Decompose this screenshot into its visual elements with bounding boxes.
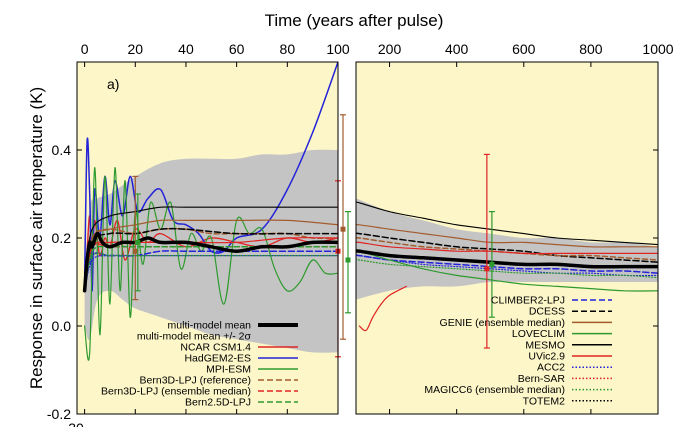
legend-label: UVic2.9	[528, 351, 565, 363]
legend-label: GENIE (ensemble median)	[440, 317, 565, 329]
x-tick-label-left: 20	[127, 41, 143, 57]
legend-label: MAGICC6 (ensemble median)	[424, 384, 565, 396]
legend-label: TOTEM2	[523, 395, 566, 407]
series-climber2-lpj-left	[83, 250, 338, 292]
series-magicc6-ensemble-median-right	[356, 259, 658, 279]
series-uvic2-9-right	[356, 241, 658, 255]
error-bar-2	[134, 193, 141, 292]
legend-entry-multi-model-mean: multi-model mean	[168, 320, 298, 332]
legend-entry-magicc6-ensemble-median: MAGICC6 (ensemble median)	[424, 384, 612, 396]
x-tick-label-right: 600	[512, 41, 536, 57]
legend-entry-totem2: TOTEM2	[523, 395, 612, 407]
series-genie-ensemble-median-right	[356, 223, 658, 248]
legend-label: multi-model mean +/- 2σ	[137, 331, 252, 343]
series-uvic2-9-early-segment-right	[358, 285, 407, 332]
x-tick-label-right: 200	[378, 41, 402, 57]
y-tick-label: 0.4	[52, 142, 72, 158]
y-tick-label: -0.2	[47, 406, 71, 422]
y-tick-label: 0.0	[52, 318, 72, 334]
x-tick-label-right: 800	[579, 41, 603, 57]
legend-label: Bern2.5D-LPJ	[185, 397, 251, 409]
right-panel-plot-area	[356, 198, 658, 332]
legend-entry-uvic2-9: UVic2.9	[528, 351, 612, 363]
legend-entry-bern3d-lpj-ensemble-median: Bern3D-LPJ (ensemble median)	[101, 386, 298, 398]
x-tick-label-left: 60	[229, 41, 245, 57]
legend-label: ACC2	[537, 362, 565, 374]
legend-entry-climber2-lpj: CLIMBER2-LPJ	[491, 295, 612, 307]
uncertainty-band-right	[356, 198, 658, 300]
legend-label: LOVECLIM	[512, 328, 565, 340]
x-tick-label-left: 100	[326, 41, 350, 57]
series-acc2-right	[356, 254, 658, 277]
error-bar-4	[340, 114, 346, 340]
legend-entry-bern3d-lpj-reference: Bern3D-LPJ (reference)	[140, 375, 298, 387]
series-dcess-right	[356, 232, 658, 263]
legend-entry-multi-model-mean-2: multi-model mean +/- 2σ	[137, 331, 298, 343]
y-tick-label: 0.2	[52, 230, 72, 246]
x-tick-label-right: 400	[445, 41, 469, 57]
legend-label: HadGEM2-ES	[184, 353, 251, 365]
legend-entry-ncar-csm1-4: NCAR CSM1.4	[180, 342, 298, 354]
series-multi-model-mean-left	[82, 231, 338, 293]
series-magicc6-ensemble-median-left	[84, 252, 338, 292]
error-bar-7	[488, 211, 495, 318]
legend-swatch	[258, 332, 298, 340]
series-loveclim-right	[356, 249, 658, 292]
bottom-cut-tick-label: 30	[68, 420, 84, 427]
legend-label: MESMO	[525, 339, 565, 351]
y-axis-label: Response in surface air temperature (K)	[27, 87, 46, 389]
error-bar-1	[132, 175, 139, 301]
legend-entry-loveclim: LOVECLIM	[512, 328, 612, 340]
axes: 0.4 0.2 0.0 -0.2 0 20 40 60 80 100 200 400 600 800 100…	[47, 41, 674, 422]
left-panel-plot-area	[82, 62, 338, 361]
legend-entry-acc2: ACC2	[537, 362, 612, 374]
legend-label: multi-model mean	[168, 320, 252, 332]
error-bar-5	[345, 211, 351, 314]
series-mesmo-left	[84, 206, 338, 274]
legend-entry-hadgem2-es: HadGEM2-ES	[184, 353, 298, 365]
legend-label: CLIMBER2-LPJ	[491, 295, 565, 307]
chart-title: Time (years after pulse)	[265, 11, 444, 30]
series-mesmo-right	[356, 201, 658, 246]
error-bar-6	[483, 153, 490, 349]
legend-label: Bern3D-LPJ (reference)	[140, 375, 251, 387]
legend-entry-genie-ensemble-median: GENIE (ensemble median)	[440, 317, 612, 329]
legend-entry-mesmo: MESMO	[525, 339, 612, 351]
x-tick-label-left: 40	[178, 41, 194, 57]
panel-label: a)	[107, 76, 119, 92]
x-tick-label-right: 1000	[642, 41, 673, 57]
legend-entry-dcess: DCESS	[529, 306, 612, 318]
legend-label: MPI-ESM	[206, 364, 251, 376]
x-tick-label-left: 80	[280, 41, 296, 57]
x-tick-label-left: 0	[81, 41, 89, 57]
legend-label: NCAR CSM1.4	[180, 342, 251, 354]
legend-entry-bern-sar: Bern-SAR	[518, 373, 612, 385]
legend-entry-mpi-esm: MPI-ESM	[206, 364, 298, 376]
legend-label: Bern-SAR	[518, 373, 566, 385]
series-mpi-esm-left	[84, 166, 338, 361]
legend-label: DCESS	[529, 306, 565, 318]
legend-label: Bern3D-LPJ (ensemble median)	[101, 386, 251, 398]
legend-entry-bern2-5d-lpj: Bern2.5D-LPJ	[185, 397, 298, 409]
